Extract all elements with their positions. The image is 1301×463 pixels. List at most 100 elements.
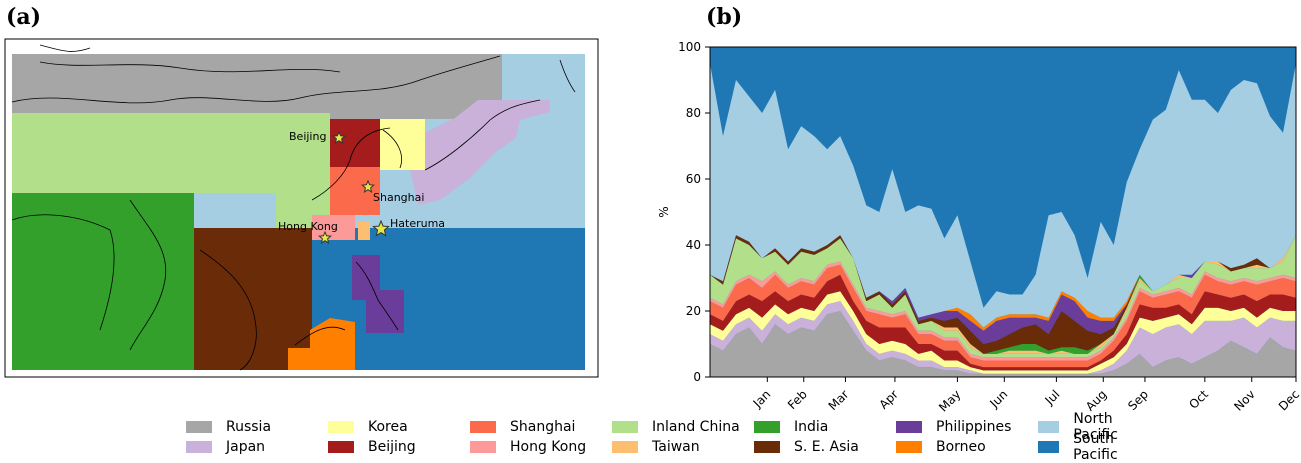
legend-label: Philippines [936,419,1012,435]
legend-swatch [470,421,496,433]
legend-item-russia: Russia [186,418,271,436]
map-region-philippines [352,255,404,333]
map-label-shanghai: Shanghai [373,191,424,204]
x-tick-label: Sep [1125,387,1151,413]
coastline-7 [424,99,541,171]
series-japan-area [710,301,1296,374]
legend-item-beijing: Beijing [328,438,416,456]
coastline-1 [39,61,341,73]
coastline-8 [355,261,399,331]
legend-swatch [754,441,780,453]
legend-item-hongkong: Hong Kong [470,438,586,456]
legend-item-philippines: Philippines [896,418,1011,436]
legend-item-india: India [754,418,828,436]
coastline-11 [559,59,576,93]
legend-label: Borneo [936,439,986,455]
legend-label: Korea [368,419,408,435]
x-tick-label: Feb [785,387,810,412]
coastline-9 [294,326,346,346]
map-label-hongkong: Hong Kong [278,220,338,233]
coastline-5 [311,127,391,201]
map-region-borneo [288,318,355,370]
map-frame [4,38,599,378]
y-tick-label: 100 [678,40,701,54]
map-label-beijing: Beijing [289,130,326,143]
legend-label: Japan [226,439,266,455]
legend-label: Hong Kong [510,439,587,455]
legend-item-inland-china: Inland China [612,418,740,436]
series-north-pacific-area [710,63,1296,328]
coastline-6 [382,129,402,169]
legend-label: North Pacific [1073,411,1118,443]
legend-swatch [186,441,212,453]
series-philippines-area [710,235,1296,344]
x-tick-label: Jun [987,387,1011,411]
x-tick-label: Jul [1042,387,1063,408]
legend-label: Shanghai [510,419,576,435]
legend-label: Taiwan [652,439,700,455]
legend-item-borneo: Borneo [896,438,986,456]
x-tick-label: Jan [750,387,774,411]
map-region-beijing [330,119,380,167]
beijing-star-icon [332,130,346,144]
map-region-taiwan [358,222,370,240]
map-region-india [12,193,194,370]
y-tick-label: 40 [686,238,701,252]
shanghai-star-icon [361,179,375,193]
map-region-shanghai [330,167,380,215]
y-tick-label: 20 [686,304,701,318]
chart-frame [709,46,1297,378]
map-region-se-asia [194,228,312,370]
legend-label: Inland China [652,419,740,435]
legend-item-korea: Korea [328,418,408,436]
x-tick-label: Mar [826,387,852,413]
legend-label: S. E. Asia [794,439,859,455]
y-tick-label: 60 [686,172,701,186]
legend-swatch [1038,421,1060,433]
coastline-4 [199,249,257,371]
x-tick-label: Dec [1276,387,1301,413]
x-tick-label: Nov [1231,387,1257,413]
legend-item-taiwan: Taiwan [612,438,700,456]
legend-item-se-asia: S. E. Asia [754,438,859,456]
x-tick-label: Apr [876,387,901,412]
legend-swatch [612,421,638,433]
hongkong-star-icon [318,230,332,244]
coastline-10 [39,44,91,52]
legend-label: India [794,419,829,435]
legend-swatch [896,441,922,453]
panel-label-a: (a) [6,4,42,30]
legend-swatch [186,421,212,433]
hateruma-star-icon [372,219,390,237]
legend-swatch [896,421,922,433]
legend-swatch [328,421,354,433]
legend-swatch [470,441,496,453]
panel-label-b: (b) [706,4,743,30]
map-region-japan [410,100,550,205]
legend-swatch [328,441,354,453]
series-russia-area [710,311,1296,377]
legend-item-north-pacific: North Pacific [1038,411,1146,443]
y-axis-label: % [657,206,671,217]
legend-swatch [612,441,638,453]
x-tick-label: Aug [1083,387,1109,413]
y-tick-label: 0 [693,370,701,384]
x-tick-label: Oct [1186,387,1211,412]
legend-item-south-pacific: South Pacific [1038,431,1146,463]
legend-label: Beijing [368,439,416,455]
map-region-korea [380,119,425,170]
map-region-hongkong [312,215,355,240]
map-label-hateruma: Hateruma [390,217,445,230]
coastline-2 [129,199,167,351]
coastline-3 [11,214,115,331]
legend-item-shanghai: Shanghai [470,418,575,436]
legend-label: South Pacific [1073,431,1118,463]
legend-swatch [754,421,780,433]
legend-swatch [1038,441,1060,453]
legend-label: Russia [226,419,272,435]
map-region-inland-china [12,113,330,228]
legend-item-japan: Japan [186,438,265,456]
x-tick-label: May [936,387,963,414]
